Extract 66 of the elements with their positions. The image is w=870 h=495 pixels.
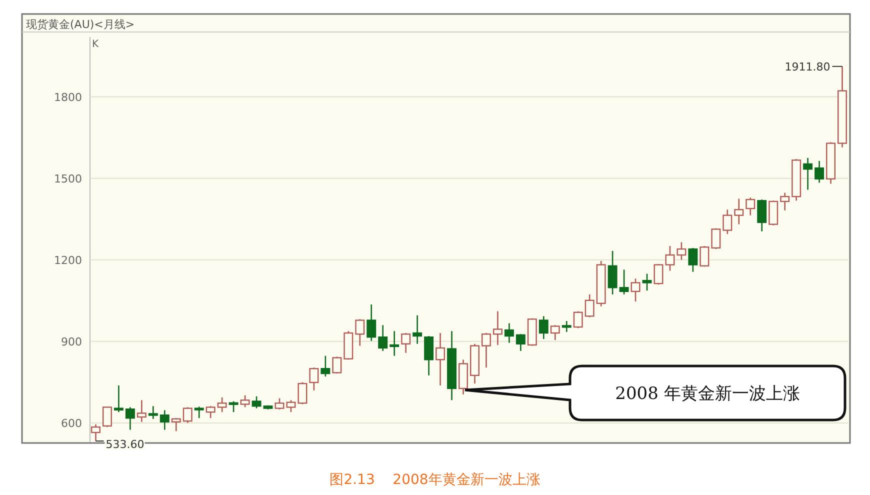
- y-tick-label: 1800: [54, 90, 82, 104]
- candlestick: [182, 406, 192, 424]
- candlestick: [252, 396, 262, 409]
- annotation: 2008 年黄金新一波上涨: [615, 384, 800, 404]
- candlestick: [136, 399, 146, 423]
- candlestick: [160, 410, 170, 430]
- candlestick: [492, 310, 502, 346]
- y-axis-title: K: [92, 39, 99, 50]
- candlestick: [550, 324, 560, 341]
- candlestick: [171, 417, 181, 432]
- candlestick: [298, 382, 308, 405]
- candlestick: [401, 332, 411, 354]
- candlestick: [412, 314, 422, 345]
- candlestick: [194, 406, 204, 419]
- candlestick: [734, 198, 744, 225]
- candlestick: [504, 322, 514, 344]
- annotation: 1911.80: [784, 60, 830, 74]
- annotation: 533.60: [106, 438, 144, 452]
- candlestick: [355, 318, 365, 346]
- candlestick: [654, 263, 664, 286]
- caption: 图2.13 2008年黄金新一波上涨: [330, 472, 540, 488]
- candlestick: [206, 405, 216, 419]
- candlestick: [630, 278, 640, 302]
- candlestick: [274, 398, 284, 410]
- candlestick: [217, 396, 227, 413]
- candlestick: [516, 333, 526, 352]
- chart-title: 现货黄金(AU)<月线>: [26, 18, 135, 31]
- candlestick: [309, 366, 319, 392]
- candlestick: [814, 160, 824, 184]
- candlestick: [665, 245, 675, 272]
- candlestick: [768, 200, 778, 226]
- candlestick: [584, 294, 594, 318]
- candlestick: [378, 324, 388, 352]
- candlestick: [114, 384, 124, 413]
- candlestick: [436, 332, 446, 386]
- candlestick: [390, 330, 400, 356]
- candlestick: [286, 399, 296, 413]
- candlestick: [228, 400, 238, 413]
- candlestick: [332, 356, 342, 374]
- candlestick: [125, 406, 135, 430]
- candlestick: [619, 269, 629, 296]
- candlestick: [711, 228, 721, 250]
- y-tick-label: 1500: [54, 172, 82, 186]
- candlestick: [148, 405, 158, 420]
- candlestick: [642, 273, 652, 292]
- candlestick: [608, 250, 618, 296]
- candlestick: [746, 196, 756, 216]
- y-tick-label: 600: [61, 416, 82, 430]
- y-tick-label: 900: [61, 335, 82, 348]
- candlestick: [102, 406, 112, 428]
- candlestick: [538, 316, 548, 340]
- candlestick: [700, 245, 710, 268]
- candlestick: [320, 355, 330, 378]
- candlestick: [780, 192, 790, 212]
- candlestick: [562, 320, 572, 333]
- candlestick: [366, 304, 376, 342]
- candlestick: [481, 332, 491, 368]
- candlestick: [722, 208, 732, 235]
- candlestick: [757, 198, 767, 232]
- candlestick: [573, 310, 583, 329]
- candlestick: [240, 394, 250, 408]
- y-tick-label: 1200: [54, 254, 82, 267]
- candlestick: [424, 335, 434, 376]
- candlestick: [803, 157, 813, 190]
- candlestick: [688, 247, 698, 272]
- candlestick: [676, 242, 686, 261]
